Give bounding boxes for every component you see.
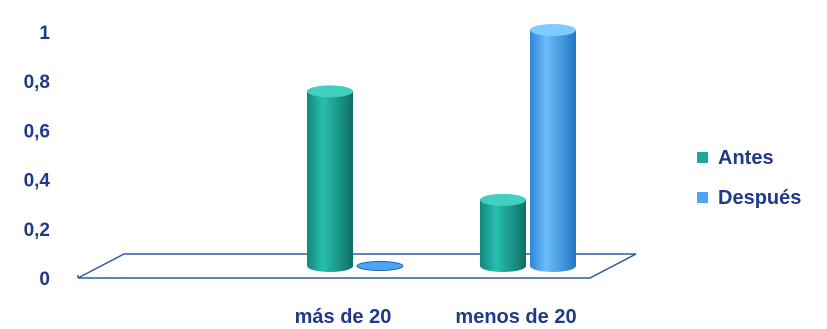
y-tick-label: 1 — [39, 23, 50, 44]
y-tick-label: 0,6 — [24, 121, 50, 142]
bars — [307, 24, 576, 272]
legend: Antes Después — [697, 147, 801, 209]
bar-después-2 — [530, 24, 576, 272]
legend-swatch — [697, 192, 708, 203]
x-category-label: menos de 20 — [455, 306, 576, 328]
legend-label: Antes — [718, 147, 774, 169]
category-labels: más de 20 menos de 20 — [295, 306, 577, 328]
bar-antes-1 — [307, 85, 353, 272]
bar-después-1 — [356, 261, 404, 271]
bar-antes-2 — [480, 193, 526, 272]
y-tick-label: 0,4 — [24, 171, 51, 192]
legend-label: Después — [718, 187, 801, 209]
y-axis-ticks: 0 0,2 0,4 0,6 0,8 1 — [24, 23, 51, 290]
legend-swatch — [697, 152, 708, 163]
y-tick-label: 0,2 — [24, 220, 50, 241]
y-tick-label: 0,8 — [24, 72, 50, 93]
x-category-label: más de 20 — [295, 306, 392, 328]
y-tick-label: 0 — [39, 269, 50, 290]
